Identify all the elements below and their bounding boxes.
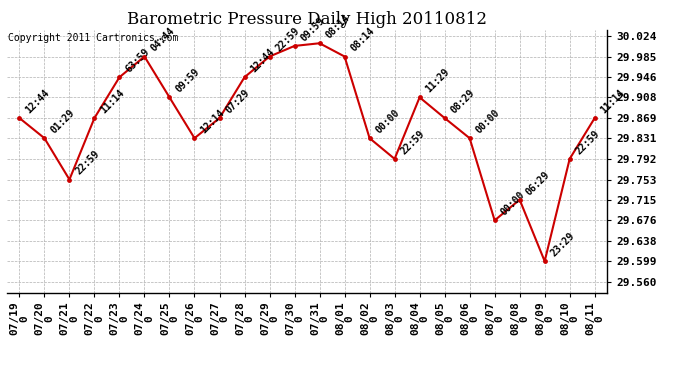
Text: 12:44: 12:44 (23, 87, 52, 115)
Text: 22:59: 22:59 (74, 149, 101, 177)
Text: 08:14: 08:14 (348, 26, 377, 54)
Text: 04:44: 04:44 (148, 26, 177, 54)
Text: 22:59: 22:59 (274, 26, 302, 54)
Text: 09:59: 09:59 (174, 67, 201, 94)
Text: 00:00: 00:00 (374, 108, 402, 135)
Text: 22:59: 22:59 (574, 128, 602, 156)
Text: 12:44: 12:44 (248, 46, 277, 74)
Text: 08:29: 08:29 (448, 87, 477, 115)
Text: 22:59: 22:59 (399, 128, 426, 156)
Text: Copyright 2011 Cartronics.com: Copyright 2011 Cartronics.com (8, 33, 179, 43)
Text: 11:14: 11:14 (99, 87, 126, 115)
Title: Barometric Pressure Daily High 20110812: Barometric Pressure Daily High 20110812 (127, 12, 487, 28)
Text: 11:29: 11:29 (424, 67, 452, 94)
Text: 09:59: 09:59 (299, 15, 326, 43)
Text: 23:29: 23:29 (549, 231, 577, 258)
Text: 06:29: 06:29 (524, 169, 552, 197)
Text: 11:14: 11:14 (599, 87, 627, 115)
Text: 63:59: 63:59 (124, 46, 152, 74)
Text: 00:00: 00:00 (474, 108, 502, 135)
Text: 12:14: 12:14 (199, 108, 226, 135)
Text: 08:14: 08:14 (324, 13, 352, 40)
Text: 00:00: 00:00 (499, 190, 526, 217)
Text: 01:29: 01:29 (48, 108, 77, 135)
Text: 07:29: 07:29 (224, 87, 252, 115)
